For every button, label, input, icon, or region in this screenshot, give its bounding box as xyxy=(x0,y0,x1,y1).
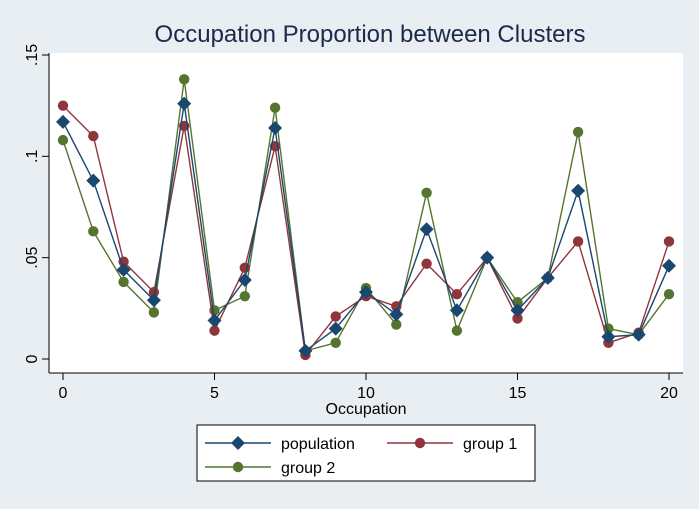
data-point-group-2 xyxy=(239,290,250,302)
data-point-population xyxy=(571,183,586,198)
series-layer xyxy=(56,74,676,361)
data-point-population xyxy=(449,303,464,318)
chart-title: Occupation Proportion between Clusters xyxy=(155,21,586,48)
data-point-group-1 xyxy=(330,311,341,322)
data-point-group-2 xyxy=(451,325,463,336)
data-point-group-1 xyxy=(451,288,463,300)
x-tick-label: 5 xyxy=(210,385,219,402)
data-point-group-2 xyxy=(391,319,402,330)
data-point-population xyxy=(86,173,101,188)
axes: 0 5 10 15 20 0 .05 .1 .15 xyxy=(24,44,683,402)
data-point-population xyxy=(419,222,434,237)
y-tick-label: .05 xyxy=(24,246,41,268)
data-point-population xyxy=(177,96,192,111)
data-point-population xyxy=(389,307,404,322)
data-point-group-2 xyxy=(421,187,432,199)
data-point-population xyxy=(56,114,70,129)
legend-box xyxy=(196,424,536,482)
x-tick-label: 10 xyxy=(357,385,375,402)
legend-label: population xyxy=(281,436,355,453)
series-population xyxy=(56,96,676,358)
legend: population group 1 group 2 xyxy=(196,424,536,482)
data-point-group-2 xyxy=(663,288,675,300)
data-point-population xyxy=(510,303,525,318)
legend-marker xyxy=(231,436,245,450)
plot-area xyxy=(49,53,683,373)
data-point-group-2 xyxy=(572,126,584,138)
y-tick-label: .1 xyxy=(24,150,41,163)
data-point-population xyxy=(207,313,222,328)
data-point-group-1 xyxy=(512,313,523,324)
data-point-group-1 xyxy=(148,286,160,298)
data-point-group-2 xyxy=(179,74,190,85)
data-point-population xyxy=(328,321,343,336)
data-point-population xyxy=(540,270,555,285)
legend-item-group-1: group 1 xyxy=(387,436,517,453)
data-point-group-1 xyxy=(421,258,432,269)
data-point-group-1 xyxy=(572,236,584,247)
data-point-group-1 xyxy=(209,325,220,336)
y-tick-label: .15 xyxy=(24,44,41,66)
legend-item-group-2: group 2 xyxy=(205,460,335,477)
data-point-population xyxy=(480,250,495,265)
data-point-group-2 xyxy=(330,337,341,348)
legend-label: group 2 xyxy=(281,460,335,477)
x-tick-label: 20 xyxy=(660,385,678,402)
data-point-group-2 xyxy=(148,307,160,318)
data-point-group-1 xyxy=(663,236,675,247)
data-point-group-2 xyxy=(118,276,129,288)
data-point-group-2 xyxy=(88,226,99,237)
data-point-group-2 xyxy=(57,134,69,146)
data-point-population xyxy=(631,327,646,342)
data-point-group-2 xyxy=(269,102,281,113)
data-point-population xyxy=(116,262,131,277)
data-point-population xyxy=(662,258,676,273)
y-tick-label: 0 xyxy=(24,354,41,363)
legend-label: group 1 xyxy=(463,436,517,453)
data-point-population xyxy=(237,272,252,287)
legend-marker xyxy=(232,461,244,473)
x-tick-label: 15 xyxy=(509,385,527,402)
data-point-population xyxy=(601,329,616,344)
data-point-population xyxy=(298,343,313,358)
data-point-population xyxy=(146,293,161,308)
data-point-group-1 xyxy=(57,100,69,111)
legend-item-population: population xyxy=(205,436,355,453)
data-point-population xyxy=(268,120,283,135)
x-axis-label: Occupation xyxy=(326,401,407,418)
data-point-group-1 xyxy=(88,130,99,142)
x-tick-label: 0 xyxy=(59,385,68,402)
legend-marker xyxy=(414,437,426,449)
data-point-population xyxy=(359,285,373,300)
